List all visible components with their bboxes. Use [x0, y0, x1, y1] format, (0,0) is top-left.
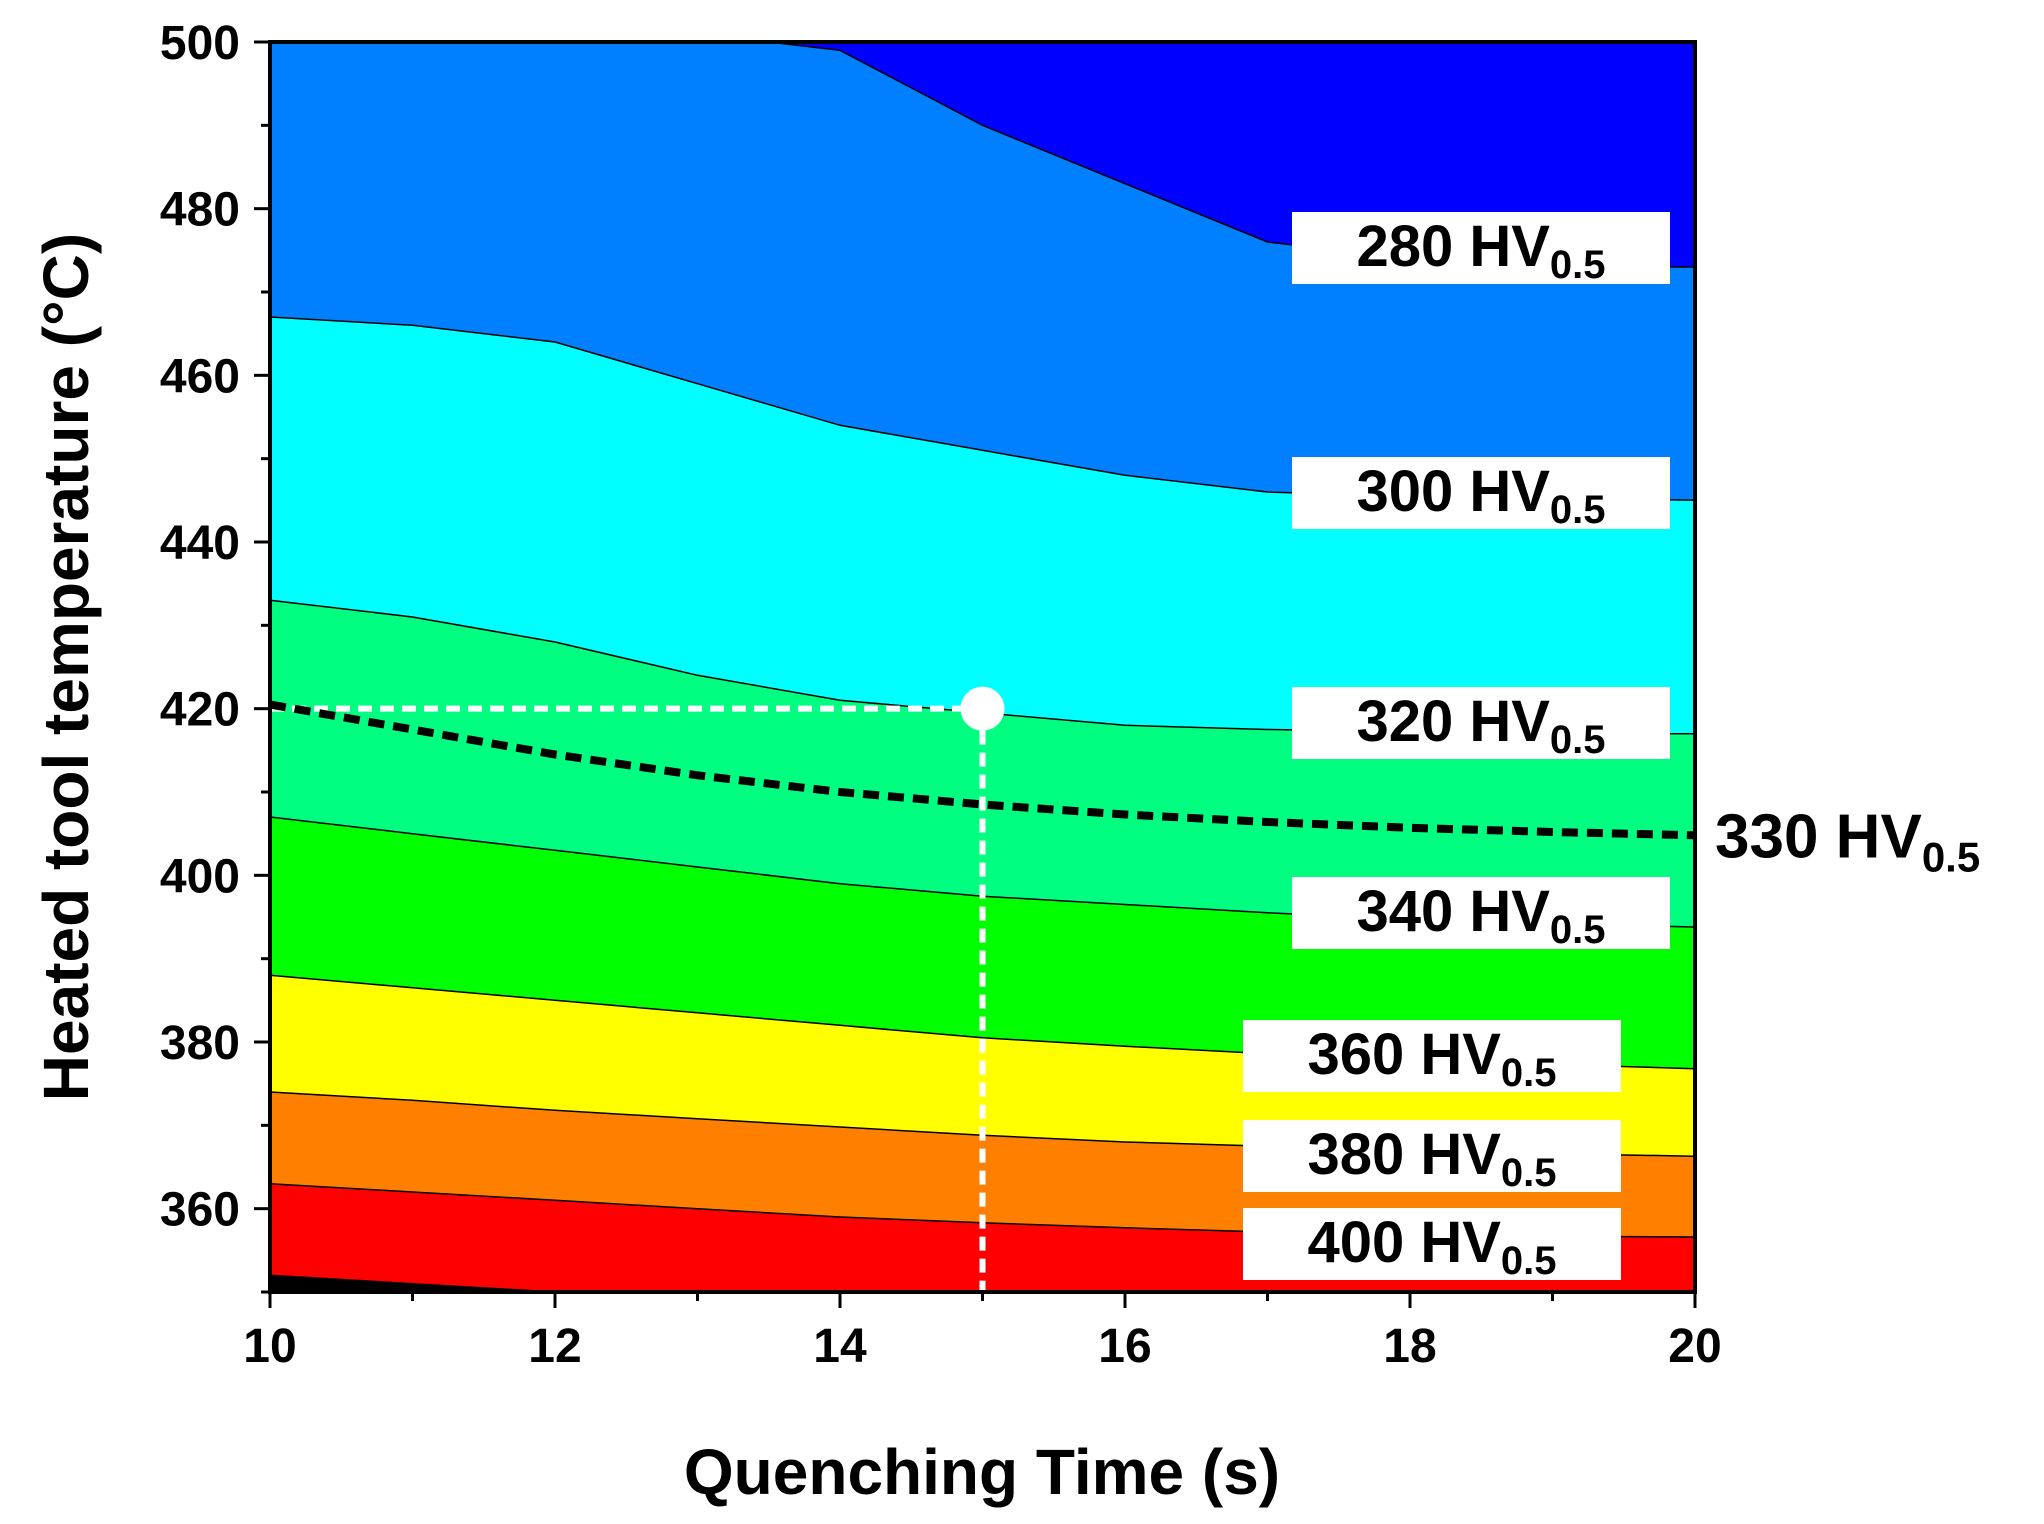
label-background — [1292, 877, 1670, 949]
y-tick-label: 480 — [160, 184, 240, 237]
contour-labels: 280 HV0.5 300 HV0.5 320 HV0.5 340 HV0.5 360 … — [1243, 212, 1670, 1283]
contour-label-box: 320 HV0.5 — [1292, 687, 1670, 762]
contour-label-box: 400 HV0.5 — [1243, 1208, 1621, 1283]
label-background — [1243, 1208, 1621, 1280]
y-tick-label: 440 — [160, 517, 240, 570]
x-axis-ticks: 10 12 14 16 18 20 — [243, 1292, 1722, 1373]
y-axis-ticks: 360 380 400 420 440 460 480 500 — [160, 17, 270, 1294]
x-tick-label: 10 — [243, 1320, 296, 1373]
contour-label-box: 280 HV0.5 — [1292, 212, 1670, 287]
label-background — [1243, 1120, 1621, 1192]
x-axis-title: Quenching Time (s) — [684, 1436, 1280, 1508]
label-background — [1292, 687, 1670, 759]
band-fill — [270, 1275, 555, 1292]
y-tick-label: 360 — [160, 1184, 240, 1237]
contour-label-box: 340 HV0.5 — [1292, 877, 1670, 952]
reference-contour-label: 330 HV0.5 — [1715, 802, 1980, 880]
guide-lines — [270, 705, 986, 1292]
x-tick-label: 12 — [528, 1320, 581, 1373]
contour-label-box: 300 HV0.5 — [1292, 457, 1670, 532]
x-tick-label: 20 — [1668, 1320, 1721, 1373]
operating-point-group — [960, 686, 1005, 731]
operating-point-marker — [960, 686, 1005, 731]
y-tick-label: 420 — [160, 684, 240, 737]
label-background — [1243, 1020, 1621, 1092]
x-tick-label: 18 — [1383, 1320, 1436, 1373]
reference-line-group: 330 HV0.5 — [269, 700, 1980, 880]
contour-line — [269, 1274, 556, 1293]
x-tick-label: 16 — [1098, 1320, 1151, 1373]
contour-label-box: 360 HV0.5 — [1243, 1020, 1621, 1095]
y-tick-label: 380 — [160, 1017, 240, 1070]
label-background — [1292, 212, 1670, 284]
x-tick-label: 14 — [813, 1320, 867, 1373]
label-background — [1292, 457, 1670, 529]
y-tick-label: 400 — [160, 850, 240, 903]
y-tick-label: 500 — [160, 17, 240, 70]
y-tick-label: 460 — [160, 350, 240, 403]
y-axis-title: Heated tool temperature (°C) — [30, 233, 102, 1101]
contour-label-box: 380 HV0.5 — [1243, 1120, 1621, 1195]
